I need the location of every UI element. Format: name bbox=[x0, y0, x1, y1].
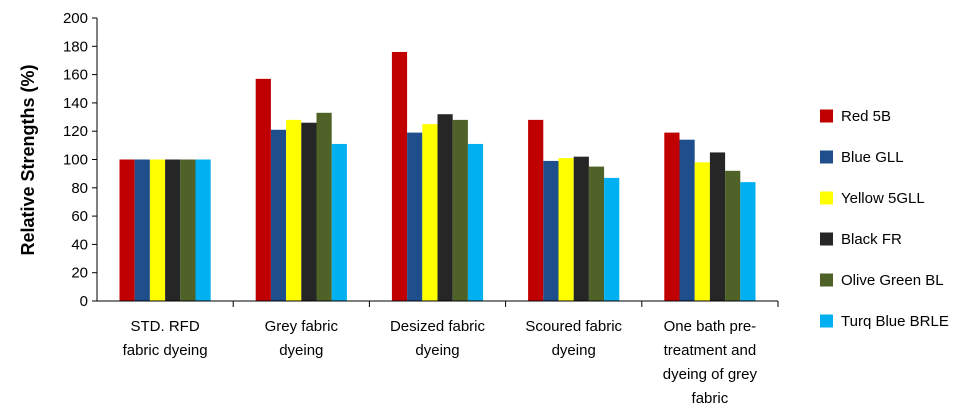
x-tick-label-line: Scoured fabric bbox=[525, 318, 622, 335]
x-tick-label: Grey fabric dyeing bbox=[265, 318, 339, 359]
bar bbox=[573, 156, 589, 301]
legend-swatch bbox=[820, 109, 833, 123]
x-tick-label: Desized fabric dyeing bbox=[390, 318, 486, 359]
legend-swatch bbox=[820, 314, 833, 328]
y-axis-title-group: Relative Strengths (%) bbox=[18, 64, 38, 255]
x-tick-label: One bath pre-treatment and dyeing of grey… bbox=[663, 318, 758, 407]
y-tick-label: 180 bbox=[63, 38, 88, 55]
legend-swatch bbox=[820, 232, 833, 246]
bar bbox=[664, 132, 680, 301]
bar bbox=[331, 143, 347, 301]
legend-label: Red 5B bbox=[841, 108, 891, 125]
y-axis-ticks: 0 20 40 60 80 100 120 140 160 180 200 bbox=[63, 10, 97, 310]
bar bbox=[134, 159, 150, 301]
y-tick-label: 60 bbox=[71, 208, 88, 225]
bar bbox=[740, 182, 756, 301]
bar bbox=[391, 51, 408, 302]
legend: Red 5B Blue GLL Yellow 5GLL Black FR Olive G… bbox=[820, 108, 949, 330]
bar bbox=[543, 160, 559, 301]
bar bbox=[407, 132, 423, 301]
y-tick-label: 140 bbox=[63, 95, 88, 112]
y-tick-label: 20 bbox=[71, 265, 88, 282]
legend-label: Turq Blue BRLE bbox=[841, 313, 949, 330]
legend-label: Blue GLL bbox=[841, 149, 904, 166]
bar bbox=[301, 122, 317, 302]
bar bbox=[588, 166, 605, 301]
bar bbox=[725, 170, 741, 301]
bar bbox=[195, 159, 211, 301]
x-tick-label-line: fabric bbox=[692, 390, 729, 407]
bar bbox=[437, 114, 453, 301]
y-tick-label: 160 bbox=[63, 67, 88, 84]
bar bbox=[119, 159, 135, 301]
y-tick-label: 100 bbox=[63, 152, 88, 169]
x-tick-label-line: dyeing of grey bbox=[663, 366, 758, 383]
x-tick-label-line: fabric dyeing bbox=[123, 342, 208, 359]
legend-swatch bbox=[820, 150, 833, 164]
x-axis-ticks bbox=[232, 301, 779, 307]
bar bbox=[286, 119, 302, 301]
bar bbox=[270, 129, 287, 301]
y-tick-label: 40 bbox=[71, 236, 88, 253]
x-tick-label-line: STD. RFD bbox=[131, 318, 200, 335]
bar bbox=[709, 152, 726, 301]
bar bbox=[422, 124, 438, 301]
x-tick-label-line: Desized fabric bbox=[390, 318, 486, 335]
bar bbox=[316, 112, 332, 302]
x-tick-label: Scoured fabric dyeing bbox=[525, 318, 622, 359]
bar bbox=[679, 139, 695, 301]
y-tick-label: 120 bbox=[63, 123, 88, 140]
x-tick-label-line: Grey fabric bbox=[265, 318, 339, 335]
bar bbox=[452, 119, 468, 301]
bar bbox=[149, 159, 166, 301]
y-axis-title: Relative Strengths (%) bbox=[18, 64, 38, 255]
bars bbox=[119, 51, 756, 302]
bar bbox=[558, 158, 574, 301]
bar bbox=[255, 78, 271, 301]
legend-swatch bbox=[820, 273, 833, 287]
bar bbox=[604, 177, 620, 301]
legend-label: Yellow 5GLL bbox=[841, 190, 925, 207]
x-tick-label-line: dyeing bbox=[415, 342, 459, 359]
y-tick-label: 200 bbox=[63, 10, 88, 27]
bar bbox=[694, 162, 710, 301]
bar bbox=[467, 143, 484, 301]
legend-label: Olive Green BL bbox=[841, 272, 944, 289]
x-tick-label: STD. RFD fabric dyeing bbox=[123, 318, 208, 359]
bar bbox=[180, 159, 196, 301]
legend-swatch bbox=[820, 191, 833, 205]
x-tick-label-line: One bath pre- bbox=[664, 318, 757, 335]
y-tick-label: 0 bbox=[80, 293, 88, 310]
legend-label: Black FR bbox=[841, 231, 902, 248]
bar bbox=[528, 119, 544, 301]
bar bbox=[165, 159, 181, 301]
x-tick-label-line: dyeing bbox=[552, 342, 596, 359]
x-tick-label-line: dyeing bbox=[279, 342, 323, 359]
y-tick-label: 80 bbox=[71, 180, 88, 197]
x-tick-label-line: treatment and bbox=[664, 342, 757, 359]
